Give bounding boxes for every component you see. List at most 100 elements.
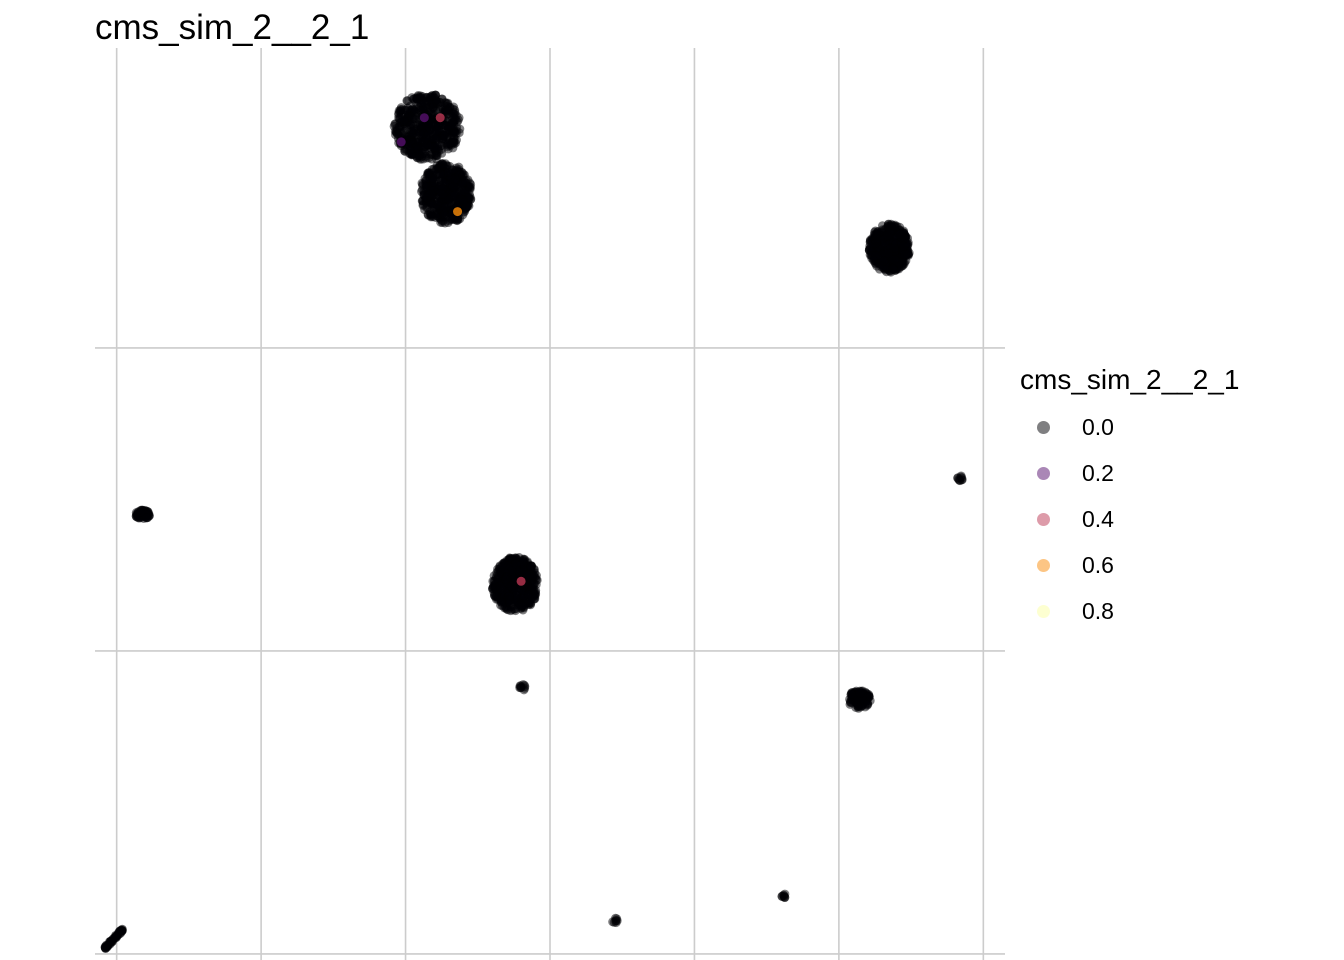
legend: cms_sim_2__2_1 0.0 0.2 0.4 0.6 0.8 <box>1020 364 1239 635</box>
data-point <box>888 264 898 274</box>
data-point <box>497 562 507 572</box>
data-point <box>896 229 906 239</box>
data-point <box>396 105 406 115</box>
data-point <box>111 932 121 942</box>
data-point <box>954 475 964 485</box>
point-cluster <box>608 913 622 928</box>
data-point <box>526 561 536 571</box>
data-point <box>504 592 514 602</box>
data-point <box>428 173 438 183</box>
legend-entry: 0.0 <box>1020 404 1239 450</box>
legend-key <box>1020 450 1066 496</box>
data-point <box>422 139 432 149</box>
plot-title: cms_sim_2__2_1 <box>95 8 370 47</box>
point-cluster <box>864 219 914 277</box>
legend-dot <box>1036 605 1050 619</box>
data-point <box>437 176 447 186</box>
data-point <box>507 566 517 576</box>
data-point <box>463 193 473 203</box>
data-point <box>419 98 429 108</box>
data-point <box>135 507 145 517</box>
data-point <box>527 593 537 603</box>
legend-label: 0.6 <box>1082 552 1114 579</box>
legend-entry: 0.2 <box>1020 450 1239 496</box>
data-point <box>448 182 458 192</box>
point-cluster <box>515 680 530 695</box>
highlight-point <box>516 576 526 586</box>
point-cluster <box>100 924 127 953</box>
legend-key <box>1020 496 1066 542</box>
data-point <box>855 688 865 698</box>
data-point <box>462 201 472 211</box>
data-point <box>418 149 428 159</box>
legend-key <box>1020 543 1066 589</box>
data-point <box>612 916 622 926</box>
data-point <box>507 581 517 591</box>
data-point <box>899 241 909 251</box>
legend-dot <box>1036 466 1050 480</box>
legend-dot <box>1036 420 1050 434</box>
data-point <box>409 94 419 104</box>
data-point <box>100 943 110 953</box>
point-cluster <box>488 553 542 616</box>
legend-dot <box>1036 512 1050 526</box>
point-cluster <box>131 505 154 523</box>
data-point <box>877 221 887 231</box>
data-point <box>862 700 872 710</box>
data-point <box>399 116 409 126</box>
highlight-point <box>435 113 445 123</box>
points-layer <box>100 90 967 953</box>
data-point <box>405 145 415 155</box>
data-point <box>882 231 892 241</box>
data-point <box>465 184 475 194</box>
legend-dot <box>1036 559 1050 573</box>
legend-entries: 0.0 0.2 0.4 0.6 0.8 <box>1020 404 1239 635</box>
data-point <box>879 256 889 266</box>
legend-label: 0.8 <box>1082 598 1114 625</box>
grid-layer <box>95 48 1005 960</box>
data-point <box>869 255 879 265</box>
point-cluster <box>777 889 790 903</box>
data-point <box>447 120 457 130</box>
point-cluster <box>389 90 465 164</box>
data-point <box>142 513 152 523</box>
data-point <box>435 169 445 179</box>
data-point <box>427 118 437 128</box>
data-point <box>852 701 862 711</box>
data-point <box>440 131 450 141</box>
data-point <box>518 601 528 611</box>
data-point <box>426 189 436 199</box>
data-point <box>846 689 856 699</box>
data-point <box>413 120 423 130</box>
data-point <box>522 582 532 592</box>
data-point <box>890 222 900 232</box>
legend-key <box>1020 404 1066 450</box>
data-point <box>444 216 454 226</box>
data-point <box>448 138 458 148</box>
highlight-point <box>453 207 463 217</box>
data-point <box>418 128 428 138</box>
data-point <box>438 160 448 170</box>
data-point <box>900 249 910 259</box>
data-point <box>438 189 448 199</box>
legend-label: 0.0 <box>1082 413 1114 440</box>
highlight-point <box>419 113 429 123</box>
data-point <box>506 606 516 616</box>
point-cluster <box>953 471 967 486</box>
data-point <box>510 559 520 569</box>
data-point <box>459 177 469 187</box>
data-point <box>409 128 419 138</box>
data-point <box>422 182 432 192</box>
data-point <box>428 102 438 112</box>
data-point <box>401 124 411 134</box>
legend-label: 0.4 <box>1082 505 1114 532</box>
data-point <box>491 591 501 601</box>
point-cluster <box>417 158 476 228</box>
legend-entry: 0.8 <box>1020 589 1239 635</box>
data-point <box>779 891 789 901</box>
data-point <box>511 591 521 601</box>
data-point <box>501 574 511 584</box>
data-point <box>437 217 447 227</box>
data-point <box>510 553 520 563</box>
